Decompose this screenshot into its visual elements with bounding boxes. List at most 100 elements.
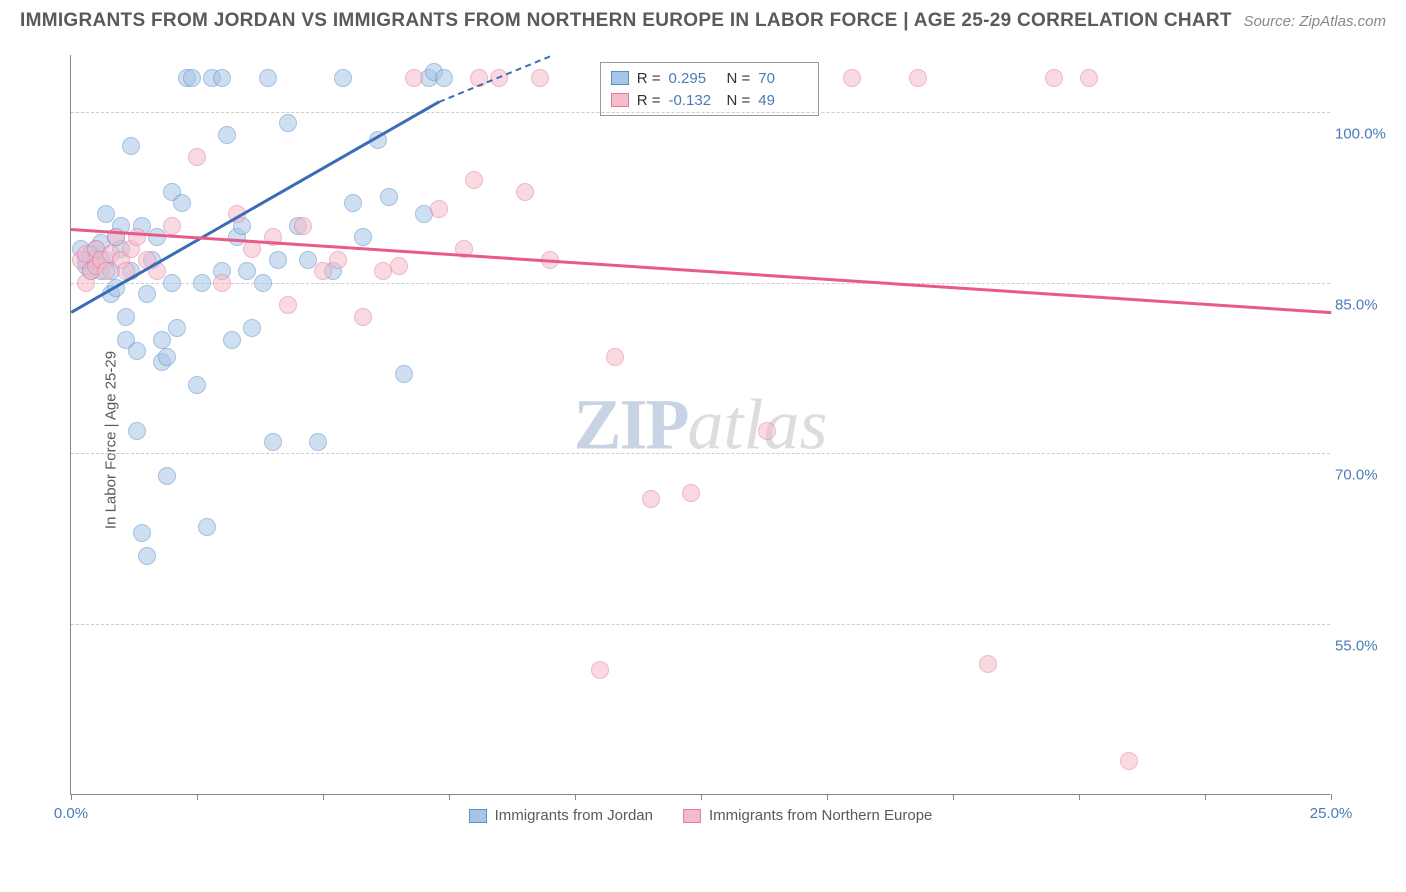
stat-r-value: 0.295 bbox=[669, 70, 719, 87]
data-point bbox=[138, 285, 156, 303]
x-tick bbox=[71, 794, 72, 800]
stat-r-label: R = bbox=[637, 70, 661, 87]
chart-container: In Labor Force | Age 25-29 ZIPatlas R =0… bbox=[50, 50, 1390, 830]
data-point bbox=[309, 433, 327, 451]
data-point bbox=[188, 376, 206, 394]
legend: Immigrants from Jordan Immigrants from No… bbox=[71, 807, 1330, 824]
x-tick bbox=[575, 794, 576, 800]
data-point bbox=[380, 188, 398, 206]
data-point bbox=[153, 331, 171, 349]
data-point bbox=[122, 137, 140, 155]
data-point bbox=[843, 69, 861, 87]
data-point bbox=[128, 228, 146, 246]
data-point bbox=[354, 228, 372, 246]
correlation-stats-box: R = 0.295 N = 70 R = -0.132 N = 49 bbox=[600, 62, 820, 116]
x-tick bbox=[953, 794, 954, 800]
data-point bbox=[259, 69, 277, 87]
data-point bbox=[279, 114, 297, 132]
stat-n-label: N = bbox=[727, 92, 751, 109]
data-point bbox=[279, 296, 297, 314]
plot-area: ZIPatlas R =0.295N =70R =-0.132N =49 Imm… bbox=[70, 55, 1330, 795]
data-point bbox=[193, 274, 211, 292]
data-point bbox=[435, 69, 453, 87]
source-attribution: Source: ZipAtlas.com bbox=[1243, 13, 1386, 30]
stat-r-label: R = bbox=[637, 92, 661, 109]
data-point bbox=[1080, 69, 1098, 87]
x-tick bbox=[1079, 794, 1080, 800]
data-point bbox=[531, 69, 549, 87]
data-point bbox=[642, 490, 660, 508]
data-point bbox=[334, 69, 352, 87]
data-point bbox=[395, 365, 413, 383]
data-point bbox=[390, 257, 408, 275]
data-point bbox=[168, 319, 186, 337]
x-tick bbox=[1205, 794, 1206, 800]
legend-swatch bbox=[683, 809, 701, 823]
x-tick-label: 25.0% bbox=[1310, 805, 1353, 822]
stat-n-value: 70 bbox=[758, 70, 808, 87]
x-tick bbox=[827, 794, 828, 800]
data-point bbox=[264, 433, 282, 451]
gridline bbox=[71, 624, 1330, 625]
data-point bbox=[198, 518, 216, 536]
x-tick-label: 0.0% bbox=[54, 805, 88, 822]
chart-title: IMMIGRANTS FROM JORDAN VS IMMIGRANTS FRO… bbox=[20, 10, 1232, 32]
data-point bbox=[430, 200, 448, 218]
data-point bbox=[254, 274, 272, 292]
gridline bbox=[71, 453, 1330, 454]
data-point bbox=[188, 148, 206, 166]
data-point bbox=[909, 69, 927, 87]
data-point bbox=[158, 467, 176, 485]
stat-n-value: 49 bbox=[758, 92, 808, 109]
data-point bbox=[138, 547, 156, 565]
x-tick bbox=[449, 794, 450, 800]
legend-swatch bbox=[611, 93, 629, 107]
stat-n-label: N = bbox=[727, 70, 751, 87]
stats-row: R = 0.295 N = 70 bbox=[611, 67, 809, 89]
data-point bbox=[223, 331, 241, 349]
data-point bbox=[148, 228, 166, 246]
stat-r-value: -0.132 bbox=[669, 92, 719, 109]
data-point bbox=[606, 348, 624, 366]
data-point bbox=[243, 319, 261, 337]
data-point bbox=[163, 274, 181, 292]
y-tick-label: 55.0% bbox=[1335, 638, 1390, 655]
data-point bbox=[213, 69, 231, 87]
x-tick bbox=[1331, 794, 1332, 800]
y-tick-label: 70.0% bbox=[1335, 467, 1390, 484]
x-tick bbox=[197, 794, 198, 800]
legend-swatch bbox=[469, 809, 487, 823]
x-tick bbox=[323, 794, 324, 800]
data-point bbox=[97, 262, 115, 280]
data-point bbox=[269, 251, 287, 269]
data-point bbox=[329, 251, 347, 269]
data-point bbox=[516, 183, 534, 201]
legend-label: Immigrants from Jordan bbox=[495, 807, 653, 824]
data-point bbox=[218, 126, 236, 144]
gridline bbox=[71, 112, 1330, 113]
legend-swatch bbox=[611, 71, 629, 85]
data-point bbox=[405, 69, 423, 87]
data-point bbox=[465, 171, 483, 189]
legend-item: Immigrants from Jordan bbox=[469, 807, 653, 824]
data-point bbox=[344, 194, 362, 212]
trendline bbox=[71, 228, 1331, 314]
data-point bbox=[213, 274, 231, 292]
data-point bbox=[758, 422, 776, 440]
data-point bbox=[128, 342, 146, 360]
data-point bbox=[133, 524, 151, 542]
data-point bbox=[117, 308, 135, 326]
data-point bbox=[979, 655, 997, 673]
x-tick bbox=[701, 794, 702, 800]
data-point bbox=[294, 217, 312, 235]
data-point bbox=[158, 348, 176, 366]
legend-label: Immigrants from Northern Europe bbox=[709, 807, 932, 824]
data-point bbox=[183, 69, 201, 87]
stats-row: R = -0.132 N = 49 bbox=[611, 89, 809, 111]
data-point bbox=[173, 194, 191, 212]
legend-item: Immigrants from Northern Europe bbox=[683, 807, 932, 824]
y-tick-label: 100.0% bbox=[1335, 125, 1390, 142]
data-point bbox=[1045, 69, 1063, 87]
data-point bbox=[1120, 752, 1138, 770]
data-point bbox=[354, 308, 372, 326]
